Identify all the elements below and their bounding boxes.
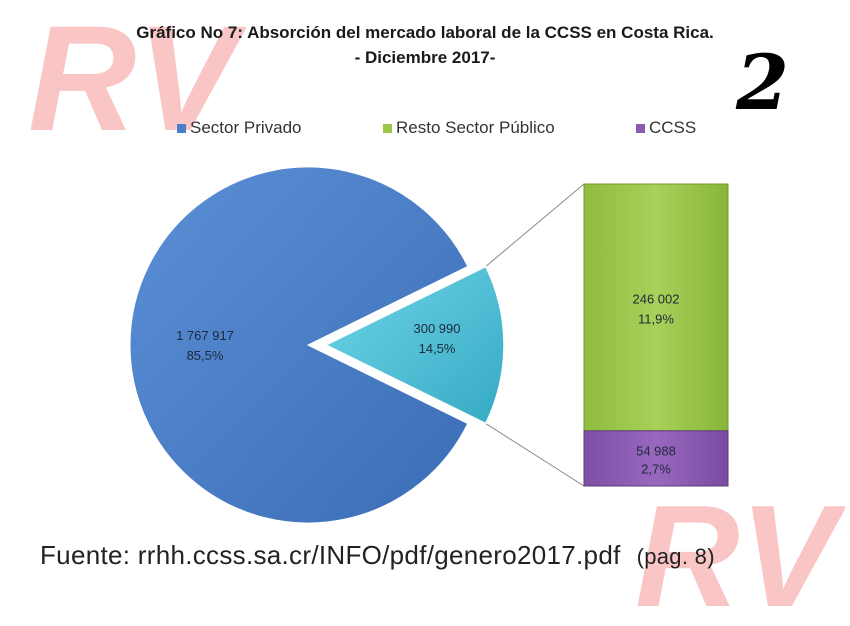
data-label-sector-publico-percent: 14,5% bbox=[419, 341, 456, 356]
rv-logo-watermark-top: RV bbox=[28, 12, 247, 137]
legend-swatch-ccss bbox=[636, 123, 645, 133]
stacked-bar-layer bbox=[583, 183, 729, 487]
data-label-ccss-percent: 2,7% bbox=[641, 461, 671, 476]
bar-segment-ccss bbox=[583, 430, 729, 487]
legend-label-resto-sector-publico: Resto Sector Público bbox=[396, 118, 555, 137]
legend-item-sector-privado: Sector Privado bbox=[177, 118, 302, 138]
legend-label-sector-privado: Sector Privado bbox=[190, 118, 302, 137]
chart-legend: Sector Privado Resto Sector Público CCSS bbox=[0, 118, 850, 142]
svg-text:RV: RV bbox=[635, 488, 845, 613]
source-text: Fuente: rrhh.ccss.sa.cr/INFO/pdf/genero2… bbox=[40, 540, 621, 570]
connector-lines bbox=[485, 183, 585, 487]
legend-swatch-sector-privado bbox=[177, 123, 186, 133]
chart-title-line2: - Diciembre 2017- bbox=[354, 48, 496, 67]
connector-line-bottom bbox=[485, 423, 585, 487]
data-labels: 1 767 917 85,5% 300 990 14,5% 246 002 11,9% 54… bbox=[176, 291, 679, 476]
legend-swatch-resto-sector-publico bbox=[383, 123, 392, 133]
page-number: 2 bbox=[736, 38, 789, 127]
data-label-sector-publico-value: 300 990 bbox=[414, 321, 461, 336]
data-label-sector-privado-percent: 85,5% bbox=[187, 348, 224, 363]
pie-slice-sector-publico bbox=[324, 265, 505, 425]
data-label-resto-percent: 11,9% bbox=[638, 311, 674, 326]
legend-item-ccss: CCSS bbox=[636, 118, 696, 138]
legend-label-ccss: CCSS bbox=[649, 118, 697, 137]
pie-slice-sector-privado bbox=[129, 166, 469, 524]
legend-item-resto-sector-publico: Resto Sector Público bbox=[383, 118, 555, 138]
pie-layer bbox=[129, 166, 505, 524]
chart-title-line1: Gráfico No 7: Absorción del mercado labo… bbox=[136, 23, 714, 42]
source-caption: Fuente: rrhh.ccss.sa.cr/INFO/pdf/genero2… bbox=[40, 540, 715, 571]
chart-title: Gráfico No 7: Absorción del mercado labo… bbox=[0, 20, 850, 70]
connector-line-top bbox=[485, 183, 585, 267]
bar-segment-resto-sector-publico bbox=[583, 183, 729, 432]
svg-text:RV: RV bbox=[28, 12, 247, 137]
data-label-resto-value: 246 002 bbox=[633, 291, 680, 306]
source-note: (pag. 8) bbox=[636, 544, 715, 569]
data-label-sector-privado-value: 1 767 917 bbox=[176, 328, 234, 343]
data-label-ccss-value: 54 988 bbox=[636, 443, 676, 458]
rv-logo-watermark-bottom: RV bbox=[635, 488, 845, 613]
